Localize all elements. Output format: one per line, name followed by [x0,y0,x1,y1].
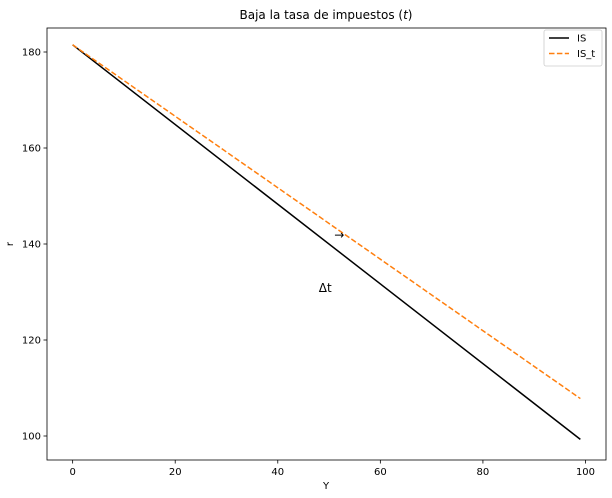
x-tick-label: 20 [169,467,182,478]
legend-label: IS [577,34,586,45]
plot-area [46,27,607,461]
x-tick-label: 40 [271,467,284,478]
y-tick-label: 160 [22,144,41,155]
legend-label: IS_t [577,49,595,60]
y-tick-label: 180 [22,48,41,59]
y-axis-label: r [5,241,16,246]
series-layer [72,44,581,440]
annotation-0: Δt [319,281,332,295]
x-axis-ticks: 0 20 40 60 80 100 [69,460,595,478]
legend-box [543,29,603,67]
x-tick-label: 100 [576,467,595,478]
y-tick-label: 120 [22,336,41,347]
annotations: Δt → [319,228,344,295]
x-tick-label: 60 [374,467,387,478]
series-line-is-t [72,44,581,400]
annotation-1: → [334,228,344,242]
series-line-is [72,44,581,440]
x-axis-label: Y [322,481,330,492]
x-tick-label: 0 [69,467,75,478]
x-tick-label: 80 [477,467,490,478]
y-tick-label: 140 [22,240,41,251]
chart-title: Baja la tasa de impuestos (t) [240,8,413,22]
y-tick-label: 100 [22,432,41,443]
legend: IS IS_t [543,29,603,67]
y-axis-ticks: 100 120 140 160 180 [22,48,47,443]
